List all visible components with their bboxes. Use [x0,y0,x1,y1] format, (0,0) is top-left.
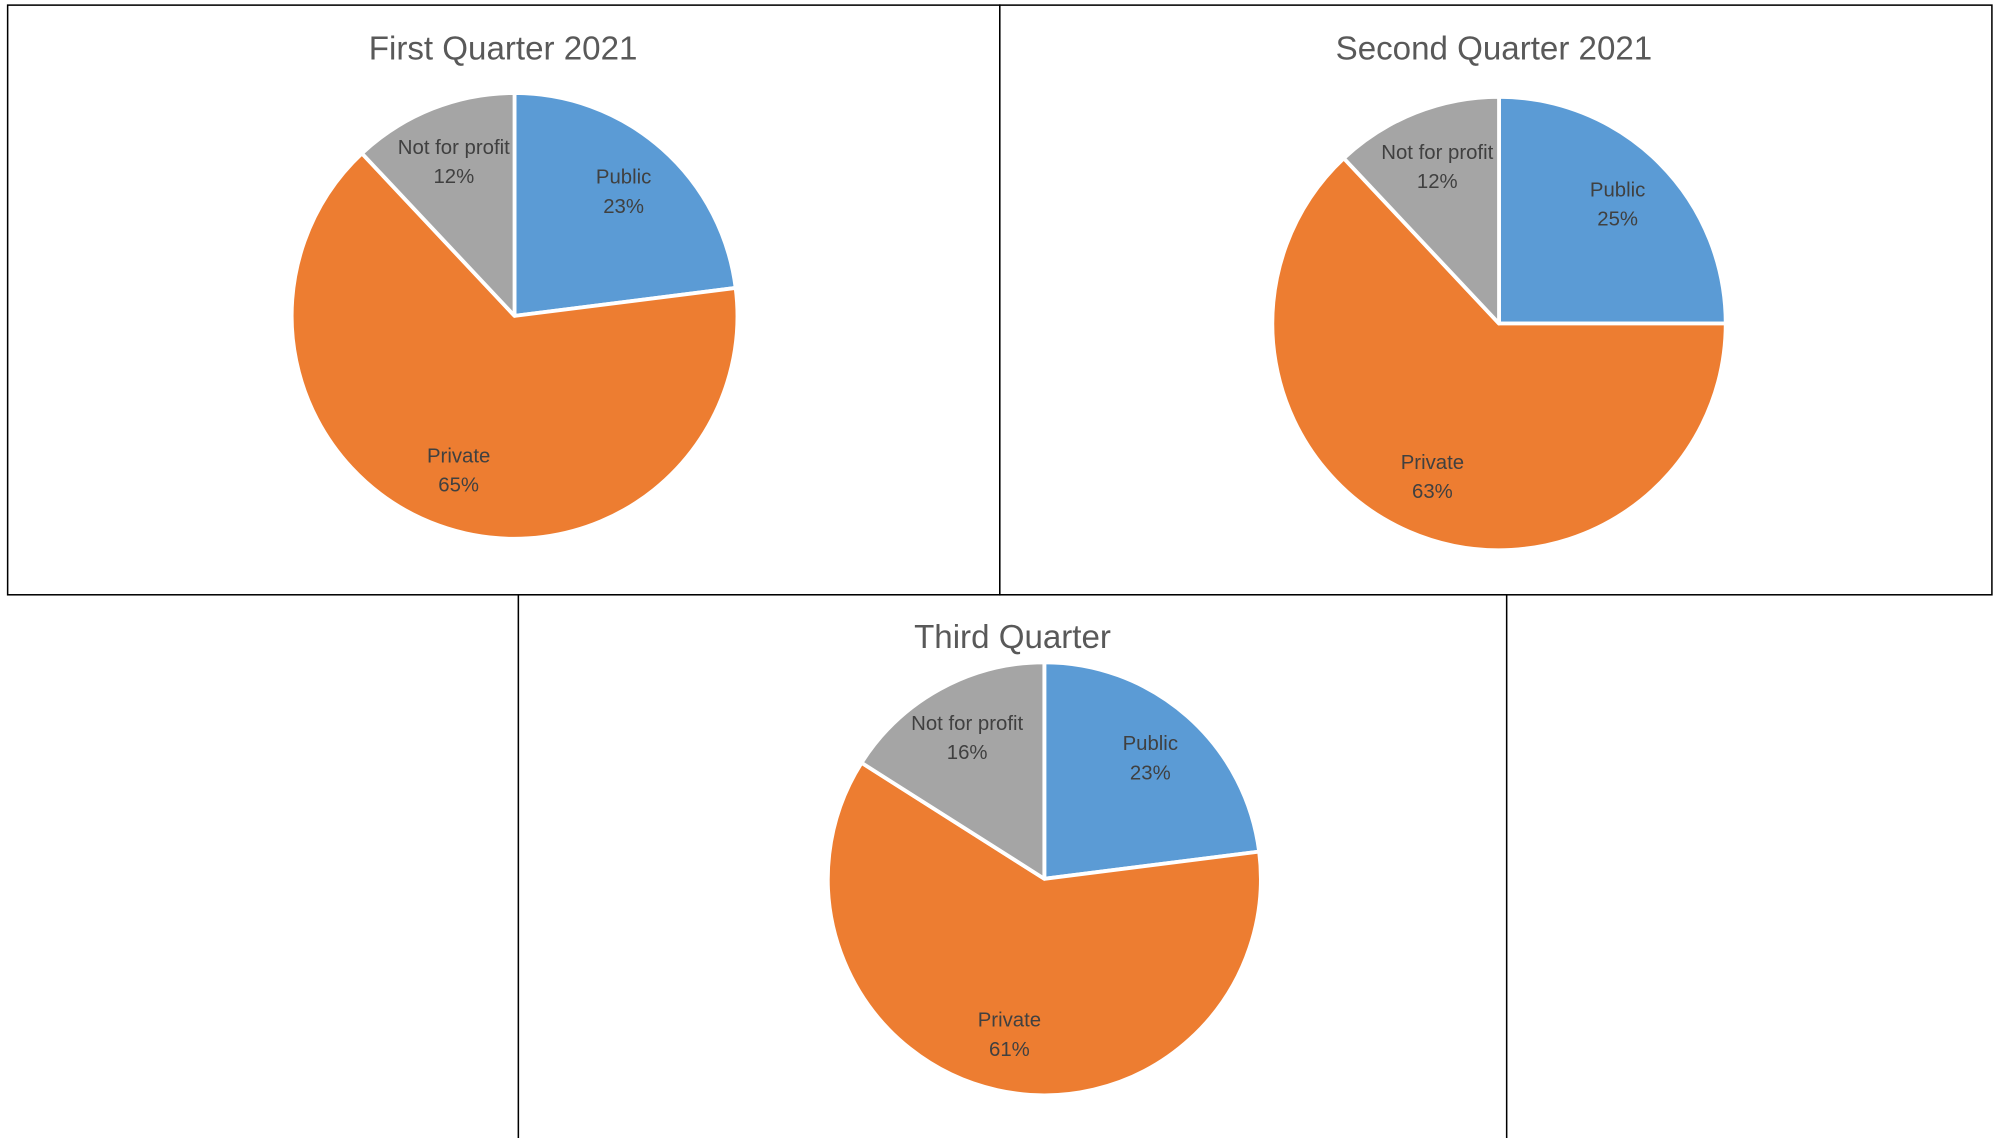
chart-title: First Quarter 2021 [369,31,638,68]
slice-value-label: 65% [438,475,479,497]
slice-value-label: 63% [1412,481,1453,503]
slice-label: Public [596,167,651,189]
pie-slice [1497,94,1728,326]
pie-slice [512,91,738,318]
pie-slice [289,151,740,541]
slice-value-label: 12% [1417,171,1458,193]
slice-value-label: 25% [1597,209,1638,231]
slice-label: Private [427,445,490,467]
chart-title: Third Quarter [914,619,1111,656]
chart-title: Second Quarter 2021 [1336,31,1653,68]
pie-slice [1341,94,1501,326]
slice-label: Not for profit [1381,142,1493,164]
slice-value-label: 23% [603,196,644,218]
slice-label: Not for profit [911,713,1023,735]
slice-value-label: 16% [947,742,988,764]
slice-label: Not for profit [398,137,510,159]
pie-slice [1042,660,1262,881]
slice-label: Private [978,1010,1041,1032]
pie-slice [360,91,517,318]
pie-slice [859,660,1047,881]
panel [517,594,1508,1138]
slice-value-label: 61% [989,1039,1030,1061]
slice-value-label: 23% [1130,762,1171,784]
slice-label: Public [1123,733,1178,755]
pie-slice [1270,156,1728,553]
slice-label: Public [1590,179,1645,201]
slice-label: Private [1401,452,1464,474]
slice-value-label: 12% [433,166,474,188]
pie-slice [825,760,1263,1098]
